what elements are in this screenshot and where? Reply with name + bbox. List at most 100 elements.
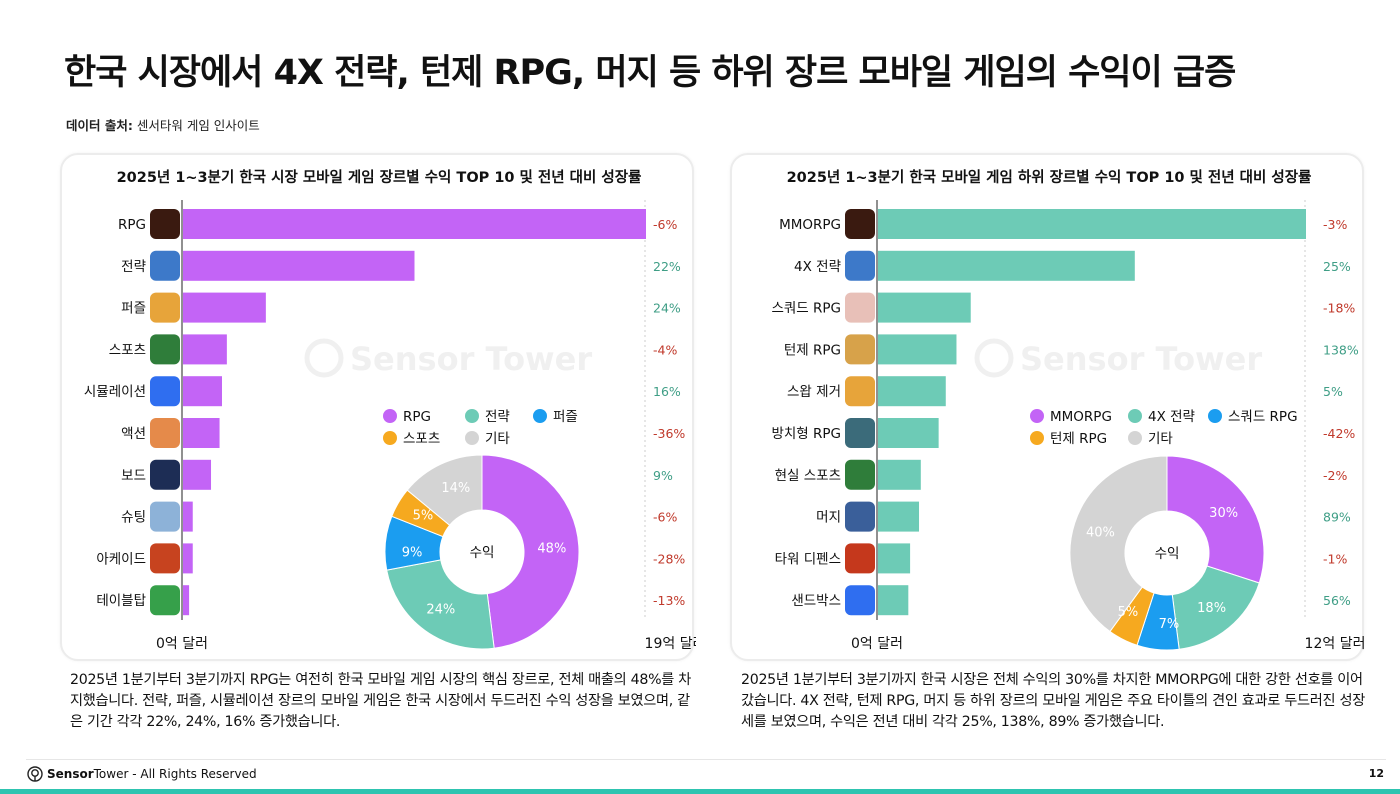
growth-label: -6% [653, 217, 677, 232]
anime-rpg-app-icon [845, 292, 875, 323]
legend-label: RPG [403, 409, 431, 425]
legend-swatch [1128, 409, 1142, 423]
bar [878, 209, 1306, 239]
slice-label: 7% [1159, 617, 1180, 632]
bar [878, 418, 939, 448]
footer-brand-rest: Tower [93, 767, 129, 781]
chart-title: 2025년 1~3분기 한국 모바일 게임 하위 장르별 수익 TOP 10 및… [787, 168, 1312, 186]
turn-based-rpg-app-icon [845, 334, 875, 365]
pubg-app-icon [150, 501, 180, 532]
growth-label: -42% [1323, 426, 1355, 441]
category-label: 턴제 RPG [784, 342, 841, 358]
growth-label: -6% [653, 510, 677, 525]
x-axis-min-label: 0억 달러 [156, 636, 208, 652]
slice-label: 48% [537, 542, 566, 557]
bar [878, 585, 909, 616]
idle-rpg-app-icon [845, 418, 875, 448]
growth-label: -4% [653, 342, 677, 357]
category-label: 현실 스포츠 [775, 468, 841, 484]
growth-label: 89% [1323, 510, 1351, 525]
slice-label: 30% [1209, 506, 1238, 521]
bottom-accent-bar [0, 789, 1400, 794]
x-axis-max-label: 12억 달러 [1305, 636, 1366, 652]
watermark-text: Sensor Tower [1020, 340, 1262, 378]
growth-label: -2% [1323, 468, 1347, 483]
bar [878, 250, 1135, 281]
category-label: 머지 [816, 510, 841, 526]
bar [878, 334, 957, 365]
tower-defense-app-icon [845, 543, 875, 574]
slice-label: 24% [426, 603, 455, 618]
football-game-app-icon [845, 459, 875, 490]
legend-label: 스쿼드 RPG [1228, 409, 1298, 425]
poker-game-app-icon [150, 459, 180, 490]
legend-swatch [1030, 409, 1044, 423]
slice-label: 18% [1197, 601, 1226, 616]
growth-label: -3% [1323, 217, 1347, 232]
category-label: 액션 [121, 426, 146, 442]
category-label: 샌드박스 [791, 593, 841, 609]
bar [878, 459, 921, 490]
growth-label: -36% [653, 426, 685, 441]
bar [183, 334, 227, 365]
bar [183, 292, 266, 323]
footer: SensorTower - All Rights Reserved [27, 766, 257, 782]
footer-divider [26, 759, 1386, 760]
growth-label: 24% [653, 301, 681, 316]
watermark-text: Sensor Tower [350, 340, 592, 378]
puzzle-game-app-icon [845, 376, 875, 407]
legend-swatch [1208, 409, 1222, 423]
legend-swatch [465, 409, 479, 423]
legend-label: MMORPG [1050, 409, 1112, 425]
cookie-run-app-icon [150, 543, 180, 574]
legend-swatch [465, 431, 479, 445]
page-number: 12 [1368, 767, 1384, 780]
x-axis-min-label: 0억 달러 [851, 636, 903, 652]
roblox-app-icon [845, 585, 875, 616]
category-label: 보드 [121, 468, 146, 484]
donut-slice [1166, 455, 1265, 584]
donut-slice [1069, 455, 1168, 633]
slice-label: 5% [413, 508, 434, 523]
growth-label: -1% [1323, 551, 1347, 566]
subgenre-revenue-chart: Sensor Tower 2025년 1~3분기 한국 모바일 게임 하위 장르별… [771, 168, 1366, 652]
bar [878, 376, 946, 407]
category-label: 타워 디펜스 [775, 551, 841, 567]
category-label: 슈팅 [121, 510, 146, 526]
slice-label: 40% [1086, 525, 1115, 540]
growth-label: -13% [653, 593, 685, 608]
category-label: 스쿼드 RPG [771, 301, 841, 317]
bar [878, 543, 911, 574]
growth-label: 9% [653, 468, 673, 483]
legend-swatch [383, 431, 397, 445]
bar [878, 501, 920, 532]
donut-slice [1171, 565, 1260, 650]
growth-label: -28% [653, 551, 685, 566]
donut-center-label: 수익 [470, 545, 495, 561]
growth-label: 138% [1323, 342, 1359, 357]
growth-label: 5% [1323, 384, 1343, 399]
genre-description: 2025년 1분기부터 3분기까지 RPG는 여전히 한국 모바일 게임 시장의… [70, 672, 691, 730]
merge-game-app-icon [845, 501, 875, 532]
subgenre-revenue-chart-panel: Sensor Tower 2025년 1~3분기 한국 모바일 게임 하위 장르별… [730, 153, 1366, 661]
bar [183, 543, 193, 574]
bar [183, 501, 193, 532]
genre-revenue-chart: Sensor Tower 2025년 1~3분기 한국 시장 모바일 게임 장르별… [84, 168, 696, 652]
legend-label: 기타 [1148, 431, 1173, 447]
roblox-app-icon [150, 376, 180, 407]
category-label: 테이블탑 [96, 593, 146, 609]
donut-slice [406, 454, 483, 526]
growth-label: 22% [653, 259, 681, 274]
category-label: 스왑 제거 [787, 384, 841, 400]
footer-brand-bold: Sensor [47, 767, 94, 781]
growth-label: -18% [1323, 301, 1355, 316]
category-label: RPG [118, 217, 146, 233]
category-label: 전략 [121, 259, 146, 275]
slice-label: 5% [1118, 605, 1139, 620]
legend-swatch [1030, 431, 1044, 445]
donut-slice [481, 454, 580, 649]
category-label: 아케이드 [96, 551, 146, 567]
strategy-game-app-icon [150, 250, 180, 281]
bar [183, 250, 415, 281]
category-label: 4X 전략 [794, 259, 841, 275]
